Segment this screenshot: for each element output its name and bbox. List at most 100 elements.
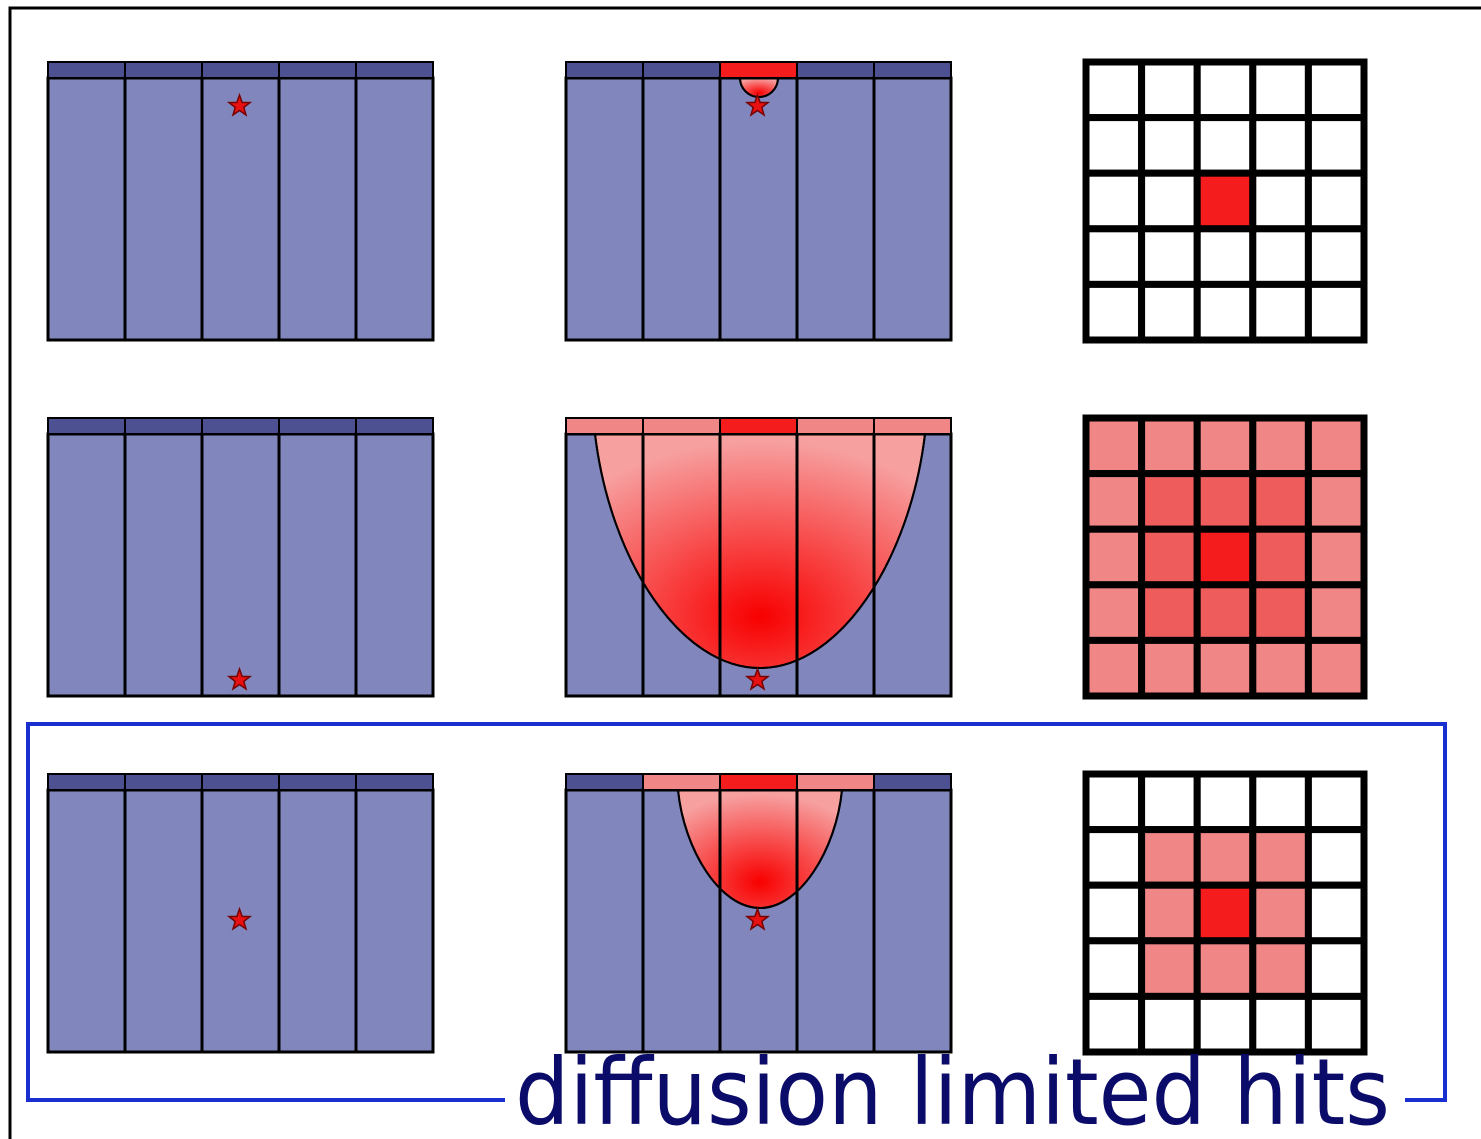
readout-strip — [125, 62, 202, 78]
pixel-cell — [1308, 62, 1364, 118]
pixel-cell — [1142, 585, 1198, 641]
readout-strip — [125, 418, 202, 434]
readout-strip — [48, 418, 125, 434]
pixel-cell — [1253, 640, 1309, 696]
panels — [48, 62, 1364, 1052]
pixel-cell — [1197, 418, 1253, 474]
pixel-cell — [1086, 585, 1142, 641]
pixel-cell — [1086, 830, 1142, 886]
pixel-cell — [1253, 941, 1309, 997]
pixel-cell — [1197, 941, 1253, 997]
readout-strip — [279, 62, 356, 78]
sensor-bg — [48, 418, 433, 696]
pixel-cell — [1253, 173, 1309, 229]
pixel-cell — [1253, 62, 1309, 118]
pixel-cell — [1308, 640, 1364, 696]
pixel-cell — [1142, 418, 1198, 474]
pixel-cell — [1086, 173, 1142, 229]
pixel-cell — [1197, 774, 1253, 830]
pixel-cell — [1197, 173, 1253, 229]
readout-strip — [356, 418, 433, 434]
readout-strip — [202, 62, 279, 78]
pixel-cell — [1308, 774, 1364, 830]
pixel-cell — [1197, 284, 1253, 340]
readout-strip — [643, 418, 720, 434]
pixel-cell — [1142, 640, 1198, 696]
readout-strip — [720, 774, 797, 790]
pixel-cell — [1142, 885, 1198, 941]
pixel-cell — [1086, 640, 1142, 696]
pixel-cell — [1253, 774, 1309, 830]
pixel-cell — [1142, 62, 1198, 118]
pixel-cell — [1142, 830, 1198, 886]
readout-strip — [874, 774, 951, 790]
pixel-cell — [1253, 118, 1309, 174]
readout-strip — [566, 62, 643, 78]
pixel-cell — [1086, 118, 1142, 174]
figure: diffusion limited hits — [0, 0, 1481, 1139]
readout-strip — [125, 774, 202, 790]
pixel-cell — [1197, 229, 1253, 285]
pixel-cell — [1253, 529, 1309, 585]
pixel-cell — [1308, 529, 1364, 585]
readout-strip — [279, 418, 356, 434]
readout-strip — [797, 62, 874, 78]
pixel-cell — [1086, 229, 1142, 285]
readout-strip — [797, 418, 874, 434]
pixel-cell — [1142, 941, 1198, 997]
readout-strip — [643, 62, 720, 78]
pixel-cell — [1197, 529, 1253, 585]
pixel-cell — [1086, 418, 1142, 474]
readout-strip — [356, 62, 433, 78]
readout-strip — [874, 418, 951, 434]
pixel-cell — [1308, 474, 1364, 530]
readout-strip — [566, 774, 643, 790]
pixel-cell — [1142, 229, 1198, 285]
pixel-cell — [1197, 474, 1253, 530]
pixel-cell — [1086, 62, 1142, 118]
pixel-cell — [1253, 885, 1309, 941]
pixel-cell — [1086, 941, 1142, 997]
pixel-cell — [1142, 529, 1198, 585]
pixel-cell — [1142, 118, 1198, 174]
pixel-cell — [1197, 830, 1253, 886]
pixel-cell — [1308, 885, 1364, 941]
readout-strip — [202, 418, 279, 434]
pixel-cell — [1308, 229, 1364, 285]
pixel-cell — [1086, 284, 1142, 340]
readout-strip — [797, 774, 874, 790]
pixel-cell — [1197, 640, 1253, 696]
readout-strip — [720, 418, 797, 434]
readout-strip — [566, 418, 643, 434]
readout-strip — [643, 774, 720, 790]
pixel-cell — [1086, 529, 1142, 585]
pixel-cell — [1086, 774, 1142, 830]
pixel-cell — [1142, 774, 1198, 830]
pixel-cell — [1197, 585, 1253, 641]
readout-strip — [720, 62, 797, 78]
pixel-cell — [1253, 418, 1309, 474]
pixel-cell — [1253, 830, 1309, 886]
readout-strip — [356, 774, 433, 790]
pixel-cell — [1197, 118, 1253, 174]
pixel-cell — [1253, 474, 1309, 530]
pixel-cell — [1197, 885, 1253, 941]
readout-strip — [48, 62, 125, 78]
readout-strip — [279, 774, 356, 790]
pixel-cell — [1308, 173, 1364, 229]
pixel-cell — [1086, 885, 1142, 941]
pixel-cell — [1308, 284, 1364, 340]
pixel-cell — [1253, 229, 1309, 285]
pixel-cell — [1308, 418, 1364, 474]
pixel-cell — [1142, 173, 1198, 229]
readout-strip — [874, 62, 951, 78]
pixel-cell — [1308, 941, 1364, 997]
pixel-cell — [1308, 585, 1364, 641]
pixel-cell — [1308, 118, 1364, 174]
pixel-cell — [1142, 284, 1198, 340]
pixel-cell — [1142, 474, 1198, 530]
bracket-label: diffusion limited hits — [515, 1039, 1390, 1139]
pixel-cell — [1253, 284, 1309, 340]
pixel-cell — [1197, 62, 1253, 118]
pixel-cell — [1308, 830, 1364, 886]
